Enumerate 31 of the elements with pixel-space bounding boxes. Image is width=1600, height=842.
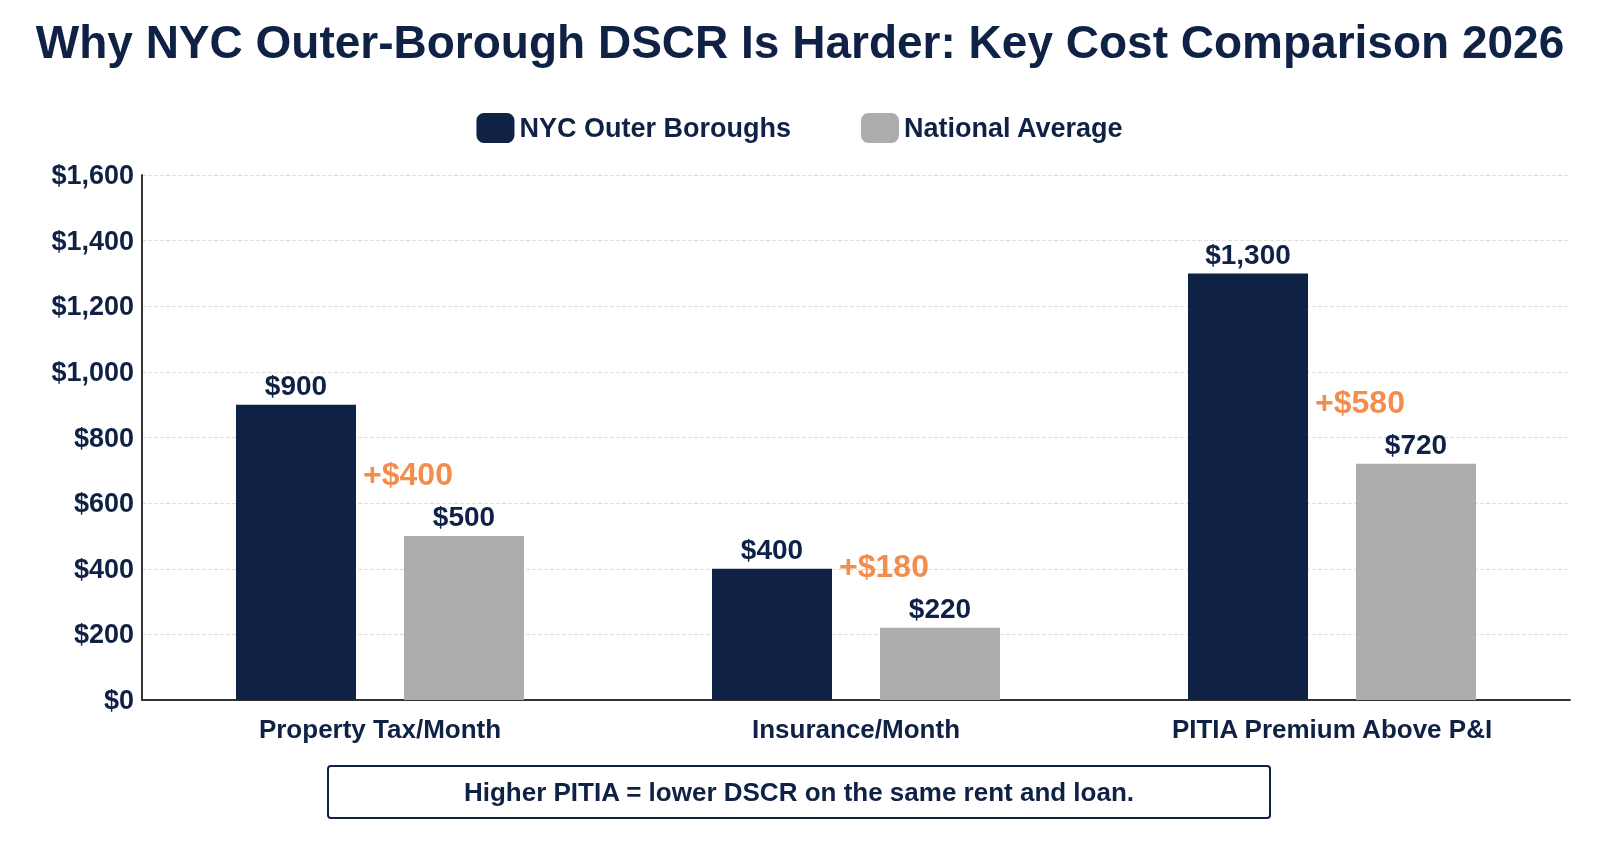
y-tick-label: $600 xyxy=(73,488,134,519)
bar xyxy=(1188,273,1308,700)
x-tick-label: Property Tax/Month xyxy=(258,714,502,744)
annotation: +$400 xyxy=(363,455,453,492)
data-label: $900 xyxy=(264,370,328,402)
y-tick-label: $800 xyxy=(73,422,134,453)
bar xyxy=(404,535,524,700)
bar xyxy=(236,404,356,700)
x-tick-label: Insurance/Month xyxy=(751,714,961,744)
data-label: $220 xyxy=(908,593,972,625)
y-tick-label: $400 xyxy=(73,553,134,584)
data-label: $400 xyxy=(740,534,804,566)
data-label: $720 xyxy=(1384,429,1448,461)
annotation: +$580 xyxy=(1315,383,1405,420)
bar xyxy=(712,568,832,700)
data-label: $500 xyxy=(432,501,496,533)
y-tick-label: $200 xyxy=(73,619,134,650)
y-tick-label: $1,200 xyxy=(51,291,134,322)
data-label: $1,300 xyxy=(1205,238,1291,270)
bar xyxy=(880,627,1000,700)
bar xyxy=(1356,463,1476,700)
y-tick-label: $1,000 xyxy=(51,356,134,387)
y-tick-label: $0 xyxy=(103,685,134,715)
legend-label: NYC Outer Boroughs xyxy=(519,113,791,143)
y-tick-label: $1,400 xyxy=(51,225,134,256)
x-tick-label: PITIA Premium Above P&I xyxy=(1171,714,1493,744)
annotation: +$180 xyxy=(839,547,929,584)
chart-title: Why NYC Outer-Borough DSCR Is Harder: Key Cost Comparison 2026 xyxy=(35,16,1565,68)
text: Higher PITIA = lower DSCR on the same rent and loan. xyxy=(327,765,1271,819)
y-tick-label: $1,600 xyxy=(51,160,134,190)
legend-label: National Average xyxy=(903,113,1123,143)
